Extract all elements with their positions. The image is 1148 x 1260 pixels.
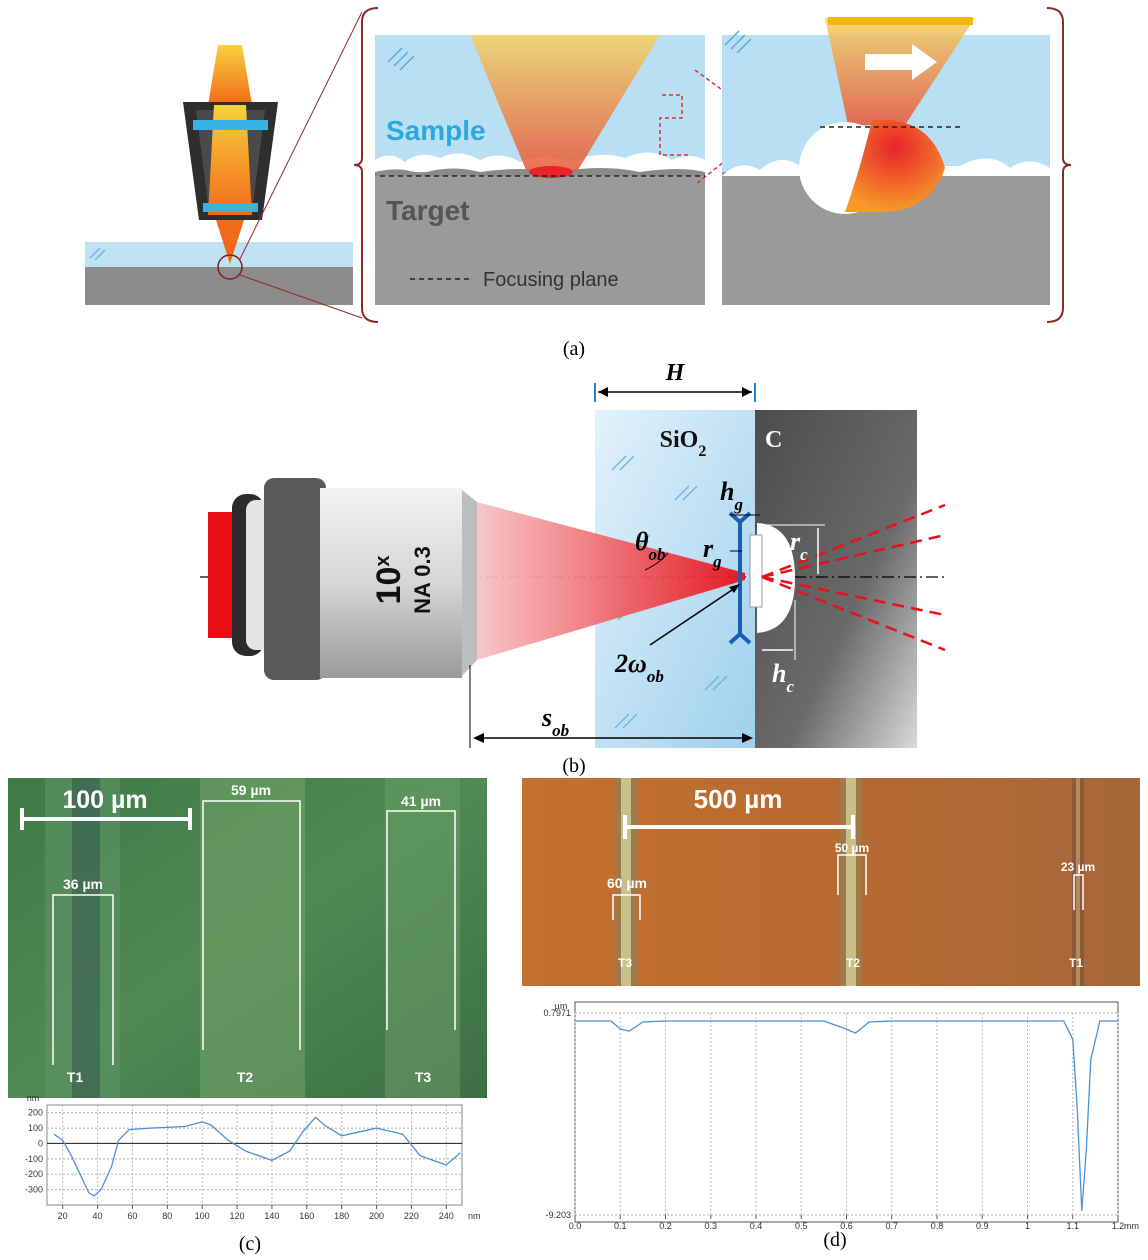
scale-bar-label: 100 µm (62, 786, 147, 814)
x-tick-label: 0.1 (614, 1221, 627, 1231)
hg-sub: g (733, 495, 743, 514)
figure: Sample Target Focusing plane (a) H 10x N… (0, 0, 1148, 1260)
shape (828, 17, 973, 25)
shape (203, 203, 258, 212)
x-tick-label: 240 (439, 1211, 454, 1221)
x-tick-label: 0.9 (976, 1221, 989, 1231)
panel-label: (b) (562, 755, 585, 777)
shape (200, 778, 305, 1098)
x-tick-label: 0.5 (795, 1221, 808, 1231)
sob-sub: ob (552, 721, 569, 740)
track-label: T1 (1069, 956, 1083, 970)
x-tick-label: 120 (230, 1211, 245, 1221)
y-tick-label: 0 (38, 1138, 43, 1148)
width-label: 50 µm (835, 841, 869, 855)
glass-sub: 2 (698, 443, 706, 460)
shape (1076, 778, 1080, 986)
shape (1047, 8, 1071, 322)
shape (354, 8, 378, 322)
theta-base: θ (635, 527, 649, 556)
track-label: T1 (67, 1069, 84, 1085)
magnification: 10 (370, 567, 408, 605)
y-tick-label: 200 (28, 1108, 43, 1118)
y-unit: nm (27, 1093, 40, 1103)
x-tick-label: 140 (264, 1211, 279, 1221)
y-tick-label: -100 (25, 1154, 43, 1164)
track-label: T2 (237, 1069, 254, 1085)
carbon-label: C (765, 427, 782, 453)
thickness-label: H (665, 360, 686, 386)
width-label: 60 µm (607, 875, 647, 891)
legend-label: Focusing plane (483, 269, 619, 291)
x-tick-label: 40 (93, 1211, 103, 1221)
shape (846, 778, 856, 986)
body: Sample Target Focusing plane (a) H 10x N… (0, 0, 1148, 1260)
track-label: T2 (846, 956, 860, 970)
x-tick-label: 20 (58, 1211, 68, 1221)
shape (208, 45, 252, 105)
magnification-sup: x (372, 556, 394, 567)
x-tick-label: 80 (162, 1211, 172, 1221)
x-tick-label: 1.1 (1066, 1221, 1079, 1231)
x-unit: nm (468, 1211, 481, 1221)
scale-bar-label: 500 µm (694, 784, 783, 814)
y-tick-label: -300 (25, 1185, 43, 1195)
sob-label: sob (541, 703, 569, 740)
width-label: 59 µm (231, 782, 271, 798)
shape (72, 778, 100, 1098)
x-tick-label: 0.4 (750, 1221, 763, 1231)
x-tick-label: 180 (334, 1211, 349, 1221)
width-label: 23 µm (1061, 860, 1095, 874)
y-unit: µm (555, 1001, 568, 1011)
x-tick-label: 160 (299, 1211, 314, 1221)
rc-sub: c (800, 545, 808, 564)
panel-d: 500 µm 60 µm 50 µm 23 µm T3 T2 T1 (d) (522, 778, 1140, 1251)
rg-sub: g (712, 552, 722, 571)
panel-label: (d) (823, 1229, 846, 1251)
x-tick-label: 0.3 (704, 1221, 717, 1231)
width-label: 36 µm (63, 876, 103, 892)
page: Figure {"panel_a": {"label": "(a)", "sam… (0, 0, 1148, 1260)
panel-c: 100 µm 59 µm 41 µm 36 µm T1 T2 T3 (c) (8, 778, 487, 1255)
target-label: Target (386, 195, 470, 226)
sample-label: Sample (386, 115, 486, 146)
y-tick-label: -200 (25, 1169, 43, 1179)
shape (462, 490, 477, 676)
hc-sub: c (786, 677, 794, 696)
panel-label: (c) (239, 1233, 261, 1255)
omega-sub: ob (647, 667, 664, 686)
x-tick-label: 0.0 (569, 1221, 582, 1231)
x-tick-label: 0.8 (931, 1221, 944, 1231)
objective-aperture: NA 0.3 (410, 546, 435, 614)
x-tick-label: 100 (195, 1211, 210, 1221)
track-label: T3 (618, 956, 632, 970)
shape (264, 478, 326, 680)
theta-sub: ob (649, 545, 666, 564)
x-tick-label: 60 (127, 1211, 137, 1221)
shape (750, 535, 762, 607)
panel-a: Sample Target Focusing plane (a) (85, 8, 1071, 360)
x-tick-label: 1.2 (1112, 1221, 1125, 1231)
x-tick-label: 0.2 (659, 1221, 672, 1231)
hc-base: h (772, 659, 786, 688)
x-tick-label: 0.7 (885, 1221, 898, 1231)
panel-b: H 10x NA 0.3 SiO2 C hg rg θob rc 2ωob hc… (200, 360, 945, 777)
x-tick-label: 220 (404, 1211, 419, 1221)
y-tick-label: 100 (28, 1123, 43, 1133)
omega-base: 2ω (614, 649, 647, 678)
x-tick-label: 200 (369, 1211, 384, 1221)
panel-label: (a) (563, 338, 585, 360)
x-tick-label: 0.6 (840, 1221, 853, 1231)
hg-base: h (720, 477, 734, 506)
shape (385, 778, 460, 1098)
track-label: T3 (415, 1069, 432, 1085)
width-label: 41 µm (401, 793, 441, 809)
sob-base: s (541, 703, 552, 732)
shape (193, 120, 268, 130)
x-tick-label: 1 (1025, 1221, 1030, 1231)
x-unit: mm (1124, 1221, 1139, 1231)
y-tick-label: -9.203 (545, 1210, 571, 1220)
glass-base: SiO (660, 427, 699, 453)
